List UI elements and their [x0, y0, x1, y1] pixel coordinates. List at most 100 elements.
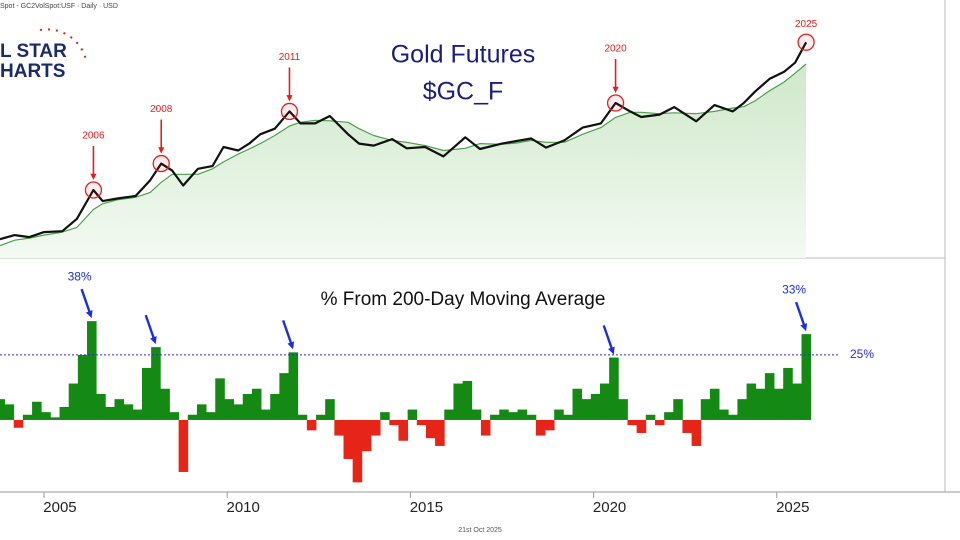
annotation-label: 2011	[279, 52, 301, 63]
pct-bar	[343, 419, 354, 459]
pct-bar	[526, 414, 537, 420]
pct-bar	[407, 409, 418, 420]
reference-label: 25%	[850, 347, 874, 361]
pct-bar	[673, 399, 683, 420]
pct-bar	[261, 409, 271, 420]
annotation-arrowhead	[150, 336, 157, 345]
pct-bar	[0, 399, 5, 420]
pct-bar	[41, 412, 51, 420]
pct-bar	[425, 419, 436, 439]
pct-bar	[636, 419, 647, 433]
pct-bar	[453, 383, 463, 420]
pct-bar	[105, 406, 115, 420]
pct-bar	[755, 388, 766, 420]
annotation-arrow	[602, 325, 613, 349]
pct-bar	[233, 404, 244, 420]
pct-bar	[535, 419, 546, 436]
pct-bar	[59, 406, 70, 420]
pct-bar	[774, 388, 784, 420]
pct-bar	[609, 357, 619, 420]
pct-bar	[691, 419, 702, 446]
pct-bar	[96, 393, 106, 420]
pct-bar	[389, 419, 399, 426]
pct-bar	[251, 388, 262, 420]
pct-bar	[352, 419, 363, 483]
annotation-arrowhead	[85, 310, 93, 319]
pct-bar	[480, 419, 491, 436]
annotation-circle	[280, 102, 299, 121]
pct-bar	[783, 367, 793, 420]
x-tick-label: 2015	[410, 499, 443, 516]
annotation-circle	[152, 154, 170, 173]
pct-bar	[316, 414, 326, 420]
pct-bar	[700, 399, 711, 420]
pct-bar	[224, 399, 234, 420]
pct-bar	[306, 419, 317, 431]
pct-bar	[563, 414, 573, 420]
x-tick-label: 2025	[776, 499, 809, 516]
annotation-circle	[606, 94, 625, 112]
pct-bar	[114, 399, 125, 420]
pct-bar	[654, 419, 665, 426]
pct-bar	[132, 409, 143, 420]
pct-bar	[169, 412, 180, 420]
annotation-circle	[84, 181, 103, 199]
chart-title: % From 200-Day Moving Average	[321, 289, 606, 310]
annotation-arrowhead	[612, 86, 619, 94]
pct-bar	[279, 373, 289, 420]
pct-bar	[187, 414, 198, 420]
pct-bar	[728, 414, 738, 420]
x-tick-label: 2005	[43, 499, 76, 516]
annotation-circle	[797, 33, 815, 51]
annotation-arrowhead	[800, 323, 808, 332]
footer-date: 21st Oct 2025	[458, 527, 502, 534]
pct-bar	[141, 367, 152, 420]
annotation-arrowhead	[608, 346, 615, 355]
pct-bar	[801, 334, 812, 420]
pct-bar	[380, 412, 390, 420]
pct-bar	[462, 380, 473, 420]
annotation-arrowhead	[286, 95, 293, 102]
pct-bar	[123, 404, 134, 420]
annotation-label: 2020	[604, 44, 627, 55]
pct-bar	[682, 419, 693, 433]
pct-bar	[87, 321, 97, 420]
annotation-arrowhead	[90, 173, 97, 181]
pct-bar	[590, 393, 601, 420]
pct-bar	[618, 399, 628, 420]
pct-bar	[517, 409, 528, 420]
pct-bar	[471, 409, 482, 420]
pct-bar	[490, 414, 500, 420]
pct-bar	[13, 419, 24, 428]
x-tick-label: 2010	[226, 499, 259, 516]
pct-bar	[545, 419, 555, 431]
price-line	[0, 41, 808, 241]
pct-bar	[600, 383, 610, 420]
pct-bar	[792, 383, 802, 420]
pct-bar	[664, 412, 674, 420]
pct-bar	[151, 347, 161, 420]
pct-bar	[398, 419, 409, 441]
pct-bar	[22, 414, 33, 420]
pct-bar	[50, 417, 60, 420]
logo: L STAR HARTS	[0, 28, 87, 82]
pct-bar	[325, 399, 335, 420]
x-tick-label: 2020	[593, 499, 626, 516]
pct-bar	[416, 419, 427, 426]
annotation-label: 38%	[68, 269, 92, 283]
pct-panel: 25% 2005 2010 2015 2020 2025 38% 33%	[0, 269, 874, 516]
annotation-label: 33%	[782, 282, 806, 296]
ma-line	[0, 63, 807, 247]
annotation-arrow	[144, 314, 155, 339]
pct-bar	[719, 409, 729, 420]
pct-bar	[737, 399, 747, 420]
pct-bar	[444, 409, 454, 420]
pct-bar	[746, 383, 757, 420]
pct-bar	[508, 412, 518, 420]
pct-bar	[32, 401, 42, 420]
pct-bar	[554, 409, 564, 420]
annotation-arrowhead	[158, 147, 165, 154]
pct-bar	[361, 419, 372, 452]
